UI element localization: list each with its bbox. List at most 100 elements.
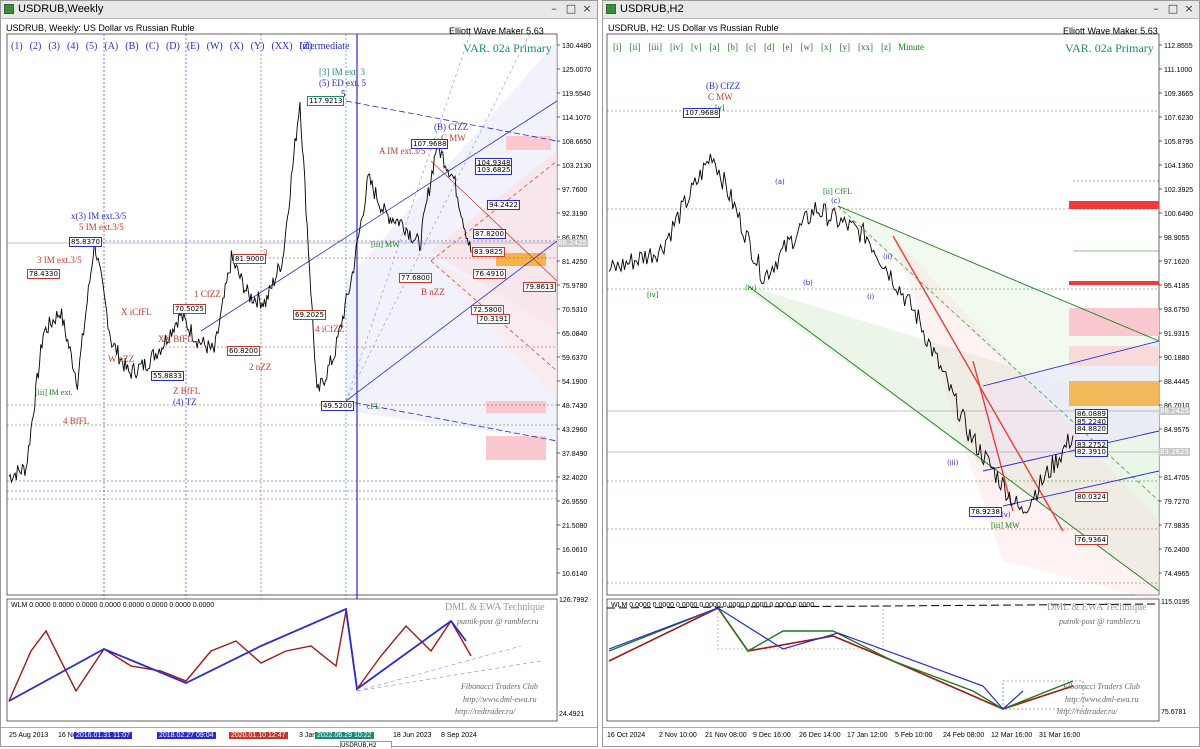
price-tag: 78.4330	[27, 269, 60, 279]
wave-label: (iv)	[745, 284, 757, 292]
wave-label: (B) CfZZ	[434, 122, 469, 132]
degree-button[interactable]: (1)	[11, 41, 23, 52]
degree-button[interactable]: (W)	[206, 41, 223, 52]
chart-window-icon	[4, 4, 14, 14]
maximize-button[interactable]: □	[1167, 2, 1179, 15]
target-zone-orange	[1069, 381, 1159, 406]
close-button[interactable]: ×	[582, 2, 592, 15]
degree-button[interactable]: [xx]	[858, 42, 873, 52]
wave-label: (a)	[775, 178, 785, 186]
degree-button[interactable]: [i]	[613, 42, 622, 52]
axis-tick-label: 81.4705	[1164, 475, 1189, 482]
degree-button[interactable]: (A)	[104, 41, 119, 52]
degree-button[interactable]: [b]	[727, 42, 739, 52]
tab-usdrub-h2[interactable]: USDRUB,H2	[340, 741, 392, 749]
fan-line-red	[430, 160, 558, 262]
degree-button[interactable]: [d]	[764, 42, 775, 52]
minimize-button[interactable]: –	[551, 2, 557, 15]
date-label: 3 Jan	[299, 732, 317, 739]
price-tag: 85.8370	[69, 237, 102, 247]
axis-tick-label: 76.2400	[1164, 547, 1189, 554]
title-bar[interactable]: USDRUB,Weekly – □ ×	[1, 1, 597, 19]
degree-button[interactable]: [iv]	[670, 42, 683, 52]
date-label: 17 Jan 12:00	[847, 732, 888, 739]
degree-button[interactable]: (Y)	[250, 41, 265, 52]
degree-button[interactable]: (Z)	[299, 41, 313, 52]
axis-tick-label: 65.0840	[562, 331, 587, 338]
price-tag: 69.2025	[293, 310, 326, 320]
maximize-button[interactable]: □	[565, 2, 577, 15]
current-price-tag: 86.2425	[1159, 407, 1190, 415]
degree-toolbar[interactable]: [i] [ii] [iii] [iv] [v] [a] [b] [c] [d] [e] [w] [x]…	[613, 42, 899, 52]
date-axis: 25 Aug 2013 16 No 2016.01.31 11:07 2018.…	[1, 727, 597, 746]
degree-button[interactable]: [w]	[800, 42, 814, 52]
dml-email: putnik-post @ rambler.ru	[1059, 617, 1141, 626]
degree-button[interactable]: [ii]	[629, 42, 641, 52]
weekly-chart-window[interactable]: USDRUB,Weekly – □ ×	[0, 0, 598, 747]
date-label: 2 Nov 10:00	[659, 732, 697, 739]
degree-button[interactable]: (B)	[125, 41, 139, 52]
minimize-button[interactable]: –	[1153, 2, 1159, 15]
degree-button[interactable]: (3)	[48, 41, 61, 52]
degree-button[interactable]: (X)	[229, 41, 244, 52]
price-tag: 84.8820	[1075, 424, 1108, 434]
axis-tick-label: 114.1070	[562, 115, 591, 122]
target-zone-pink	[486, 401, 546, 413]
price-tag: 80.0324	[1075, 492, 1108, 502]
ewm-label: Elliott Wave Maker 5.63	[449, 26, 544, 36]
price-tag: 94.2422	[487, 200, 520, 210]
axis-tick-label: 97.1620	[1164, 259, 1189, 266]
fan-line	[345, 30, 532, 402]
axis-tick-label: 77.9835	[1164, 523, 1189, 530]
degree-button[interactable]: [v]	[691, 42, 702, 52]
degree-button[interactable]: (C)	[145, 41, 159, 52]
wave-label: 4 BfFL	[63, 416, 90, 426]
wave-label: C MW	[708, 92, 733, 102]
degree-button[interactable]: [x]	[821, 42, 832, 52]
dml-site: http://redtrader.ru/	[455, 707, 516, 716]
degree-button[interactable]: [a]	[709, 42, 720, 52]
indicator-dashed-line	[606, 603, 1160, 609]
degree-name: Minute	[898, 42, 924, 52]
degree-button[interactable]: (XX)	[271, 41, 293, 52]
degree-button[interactable]: [iii]	[648, 42, 663, 52]
axis-tick-label: 10.6140	[562, 571, 587, 578]
price-tag: 77.6800	[399, 273, 432, 283]
wave-label: W nZZ	[108, 354, 135, 364]
degree-button[interactable]: (5)	[85, 41, 98, 52]
wave-label: [iii] MW	[371, 240, 400, 249]
price-tag: 79.8613	[523, 282, 556, 292]
date-label-highlight: 2016.01.31 11:07	[74, 732, 132, 739]
price-series-line	[8, 101, 472, 484]
degree-button[interactable]: (2)	[29, 41, 42, 52]
degree-toolbar[interactable]: (1) (2) (3) (4) (5) (A) (B) (C) (D) (E) (W) (X) (Y) (…	[11, 41, 319, 52]
dml-email: putnik-post @ rambler.ru	[457, 617, 539, 626]
h2-chart-window[interactable]: USDRUB,H2 – □ ×	[602, 0, 1200, 747]
channel-line	[345, 240, 558, 402]
wave-label: B nZZ	[421, 287, 445, 297]
channel-line	[200, 100, 558, 332]
wave-label: C MW	[441, 133, 466, 143]
date-label: 24 Feb 08:00	[943, 732, 985, 739]
weekly-chart-canvas[interactable]: 130.4480 125.0070 119.5540 114.1070 108.6650…	[1, 1, 598, 747]
variant-label: VAR. 02a Primary	[463, 41, 552, 55]
indicator-fan-line	[356, 660, 542, 692]
axis-tick-label: 48.7430	[562, 403, 587, 410]
title-bar[interactable]: USDRUB,H2 – □ ×	[603, 1, 1199, 19]
degree-button[interactable]: (D)	[165, 41, 180, 52]
degree-button[interactable]: (4)	[67, 41, 79, 52]
wave-label: cFL	[367, 402, 380, 411]
wave-label: (c)	[831, 197, 841, 205]
indicator-axis-top: 126.7992	[559, 597, 589, 604]
price-tag: 83.9825	[472, 247, 505, 257]
indicator-fan-line	[356, 645, 522, 692]
degree-button[interactable]: (E)	[186, 41, 200, 52]
close-button[interactable]: ×	[1184, 2, 1194, 15]
axis-tick-label: 98.9055	[1164, 235, 1189, 242]
tab-label: USDRUB,H2	[341, 742, 377, 749]
degree-button[interactable]: [y]	[839, 42, 851, 52]
degree-button[interactable]: [c]	[746, 42, 756, 52]
degree-button[interactable]: [e]	[782, 42, 793, 52]
price-tag: 87.8200	[473, 229, 506, 239]
degree-button[interactable]: [z]	[881, 42, 891, 52]
